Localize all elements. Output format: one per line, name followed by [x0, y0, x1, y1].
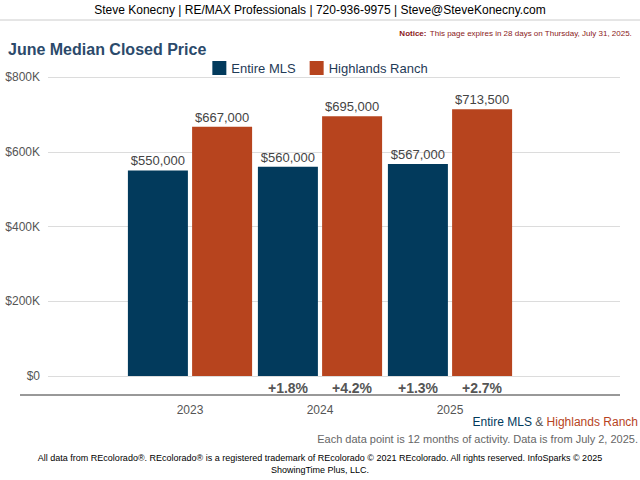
svg-text:$713,500: $713,500	[455, 92, 509, 107]
svg-text:ShowingTime Plus, LLC.: ShowingTime Plus, LLC.	[271, 465, 369, 475]
svg-text:+1.8%: +1.8%	[268, 380, 309, 396]
svg-text:Notice:: Notice:	[399, 29, 426, 38]
svg-text:Steve Konecny | RE/MAX Profess: Steve Konecny | RE/MAX Professionals | 7…	[94, 3, 546, 17]
svg-text:Entire MLS: Entire MLS	[231, 61, 296, 76]
svg-text:$200K: $200K	[5, 294, 40, 308]
svg-text:Each data point is 12 months o: Each data point is 12 months of activity…	[317, 433, 638, 445]
svg-text:$560,000: $560,000	[261, 150, 315, 165]
svg-text:$567,000: $567,000	[391, 147, 445, 162]
svg-text:2023: 2023	[177, 403, 204, 417]
svg-text:All data from REcolorado®. REc: All data from REcolorado®. REcolorado® i…	[38, 453, 602, 463]
svg-text:$600K: $600K	[5, 145, 40, 159]
svg-text:This page expires in 28 days o: This page expires in 28 days on Thursday…	[430, 29, 632, 38]
svg-text:June Median Closed Price: June Median Closed Price	[8, 41, 206, 58]
svg-text:&: &	[535, 415, 543, 429]
svg-text:+2.7%: +2.7%	[462, 380, 503, 396]
svg-text:Entire MLS: Entire MLS	[473, 415, 532, 429]
svg-text:+4.2%: +4.2%	[332, 380, 373, 396]
svg-text:$695,000: $695,000	[325, 99, 379, 114]
svg-text:+1.3%: +1.3%	[398, 380, 439, 396]
svg-text:2025: 2025	[437, 403, 464, 417]
svg-text:$800K: $800K	[5, 70, 40, 84]
svg-text:$550,000: $550,000	[131, 153, 185, 168]
svg-text:Highlands Ranch: Highlands Ranch	[547, 415, 638, 429]
svg-text:$667,000: $667,000	[195, 110, 249, 125]
svg-text:2024: 2024	[307, 403, 334, 417]
svg-text:$0: $0	[27, 369, 41, 383]
svg-text:Highlands Ranch: Highlands Ranch	[329, 61, 428, 76]
svg-text:$400K: $400K	[5, 220, 40, 234]
